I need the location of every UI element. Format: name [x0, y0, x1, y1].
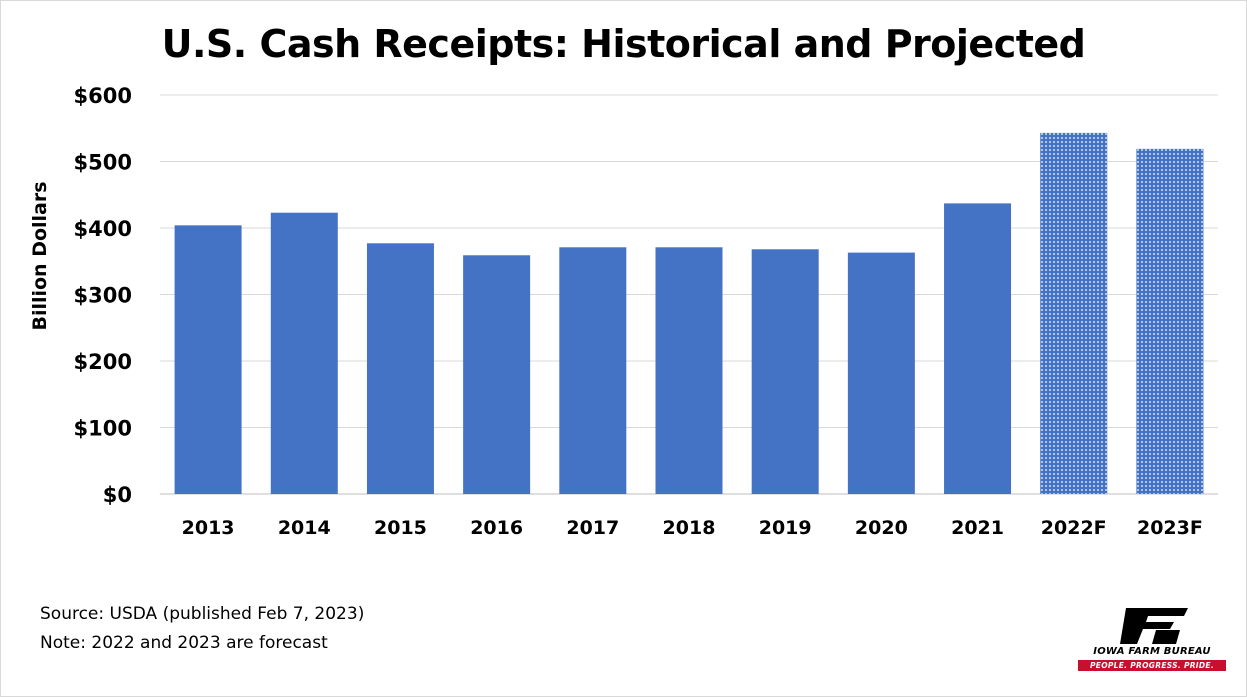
farm-bureau-logo-icon — [1120, 608, 1188, 644]
y-axis-label: Billion Dollars — [29, 181, 51, 330]
x-tick-label: 2013 — [182, 517, 235, 539]
x-tick-label: 2016 — [470, 517, 523, 539]
y-tick-label: $0 — [103, 483, 132, 507]
bar-2014 — [270, 212, 338, 494]
x-tick-label: 2021 — [951, 517, 1004, 539]
x-tick-label: 2022F — [1041, 517, 1107, 539]
farm-bureau-logo: IOWA FARM BUREAU PEOPLE. PROGRESS. PRIDE… — [1072, 606, 1232, 671]
x-tick-label: 2018 — [663, 517, 716, 539]
bar-2013 — [174, 225, 242, 494]
x-tick-label: 2023F — [1137, 517, 1203, 539]
bar-2016 — [463, 255, 531, 494]
y-tick-label: $400 — [74, 217, 132, 241]
bar-2021 — [944, 203, 1012, 494]
bar-2023f — [1136, 148, 1204, 495]
x-tick-label: 2017 — [566, 517, 619, 539]
bar-2022f — [1040, 132, 1108, 494]
bar-2017 — [559, 247, 627, 494]
logo-name: IOWA FARM BUREAU — [1093, 646, 1211, 657]
x-tick-label: 2020 — [855, 517, 908, 539]
chart-title: U.S. Cash Receipts: Historical and Proje… — [161, 22, 1086, 66]
bar-2020 — [847, 252, 915, 494]
y-tick-label: $600 — [74, 84, 132, 108]
y-tick-label: $300 — [74, 284, 132, 308]
y-axis-ticks: $0 $100 $200 $300 $400 $500 $600 — [74, 84, 132, 507]
logo-tagline: PEOPLE. PROGRESS. PRIDE. — [1078, 660, 1226, 671]
y-tick-label: $100 — [74, 417, 132, 441]
y-tick-label: $200 — [74, 350, 132, 374]
y-tick-label: $500 — [74, 151, 132, 175]
x-tick-label: 2014 — [278, 517, 331, 539]
bar-2019 — [751, 249, 819, 494]
x-axis-ticks: 2013 2014 2015 2016 2017 2018 2019 2020 2021 2022… — [182, 517, 1203, 539]
bar-2015 — [366, 243, 434, 494]
bars — [174, 132, 1204, 495]
source-note: Source: USDA (published Feb 7, 2023) — [40, 604, 365, 624]
x-tick-label: 2019 — [759, 517, 812, 539]
x-tick-label: 2015 — [374, 517, 427, 539]
bar-2018 — [655, 247, 723, 494]
forecast-note: Note: 2022 and 2023 are forecast — [40, 633, 328, 653]
